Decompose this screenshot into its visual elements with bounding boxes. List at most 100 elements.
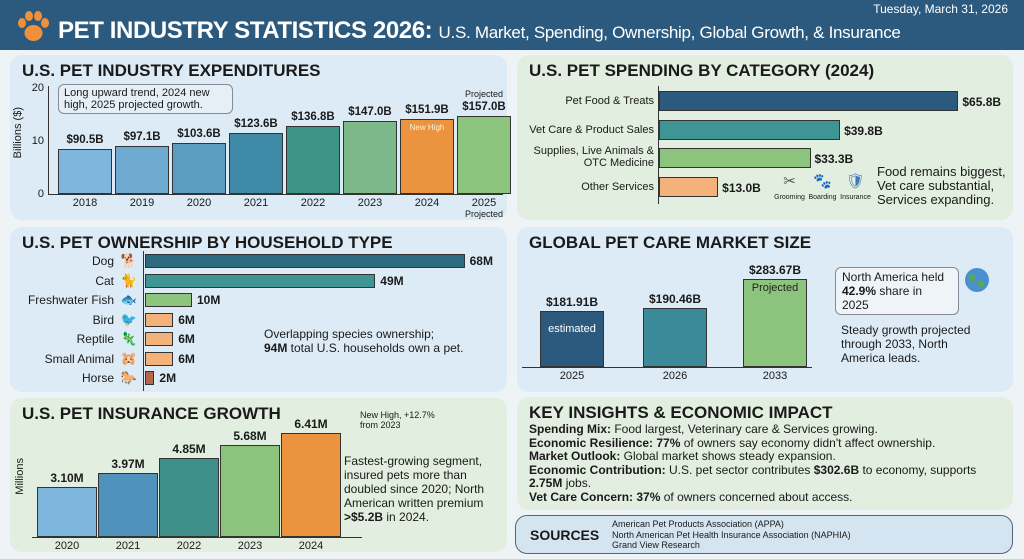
category-label: Small Animal	[44, 351, 114, 366]
insight-item: Economic Contribution: U.S. pet sector c…	[529, 462, 1009, 491]
data-label: $33.3B	[814, 152, 854, 166]
globe-icon	[965, 268, 989, 292]
insight-label: Economic Contribution:	[529, 462, 666, 477]
bar	[145, 254, 465, 268]
bar	[540, 310, 604, 367]
source-item: North American Pet Health Insurance Asso…	[612, 529, 851, 540]
data-label: $190.46B	[648, 291, 702, 306]
insight-text: 77%	[653, 435, 681, 450]
bar	[281, 433, 341, 537]
page-subtitle: U.S. Market, Spending, Ownership, Global…	[438, 23, 901, 42]
bird-icon: 🐦	[120, 311, 138, 327]
panel-title: U.S. PET INDUSTRY EXPENDITURES	[22, 61, 321, 80]
data-label: $65.8B	[962, 95, 1002, 109]
source-item: Grand View Research	[612, 540, 700, 550]
insight-text: 37%	[633, 489, 661, 504]
data-label: 6M	[178, 312, 195, 327]
category-label: Vet Care & Product Sales	[529, 124, 654, 136]
data-label: 2M	[159, 371, 177, 385]
x-tick: 2019	[129, 197, 155, 209]
x-tick: 2025	[559, 370, 585, 382]
dog-icon: 🐕	[120, 253, 138, 268]
bar	[145, 312, 174, 327]
category-label: Other Services	[581, 181, 654, 193]
data-label: $136.8B	[291, 111, 335, 124]
x-tick: 2020	[186, 197, 212, 209]
data-label: 68M	[469, 254, 493, 268]
data-label: 3.10M	[50, 470, 84, 485]
data-label: $157.0B	[462, 101, 506, 113]
expenditures-panel: U.S. PET INDUSTRY EXPENDITURES Billions …	[10, 55, 511, 220]
data-label: 4.85M	[172, 442, 206, 457]
annotation: Long upward trend, 2024 new high, 2025 p…	[58, 84, 233, 114]
category-label: Freshwater Fish	[27, 293, 114, 307]
x-tick: 2021	[115, 540, 141, 552]
y-tick: 0	[37, 188, 44, 200]
x-tick: 2024	[298, 540, 324, 552]
x-tick: 2022	[176, 540, 202, 552]
callout: North America held 42.9% share in 2025	[835, 267, 959, 315]
bar-note: estimated	[548, 322, 596, 335]
cat-icon: 🐈	[120, 272, 138, 288]
bar	[400, 118, 454, 194]
bar	[659, 148, 811, 168]
insight-text: U.S. pet sector contributes	[665, 462, 814, 477]
bar	[343, 120, 397, 194]
insurance-note: Fastest-growing segment, insured pets mo…	[344, 454, 485, 524]
spending-category-panel: U.S. PET SPENDING BY CATEGORY (2024) $65…	[517, 55, 1013, 220]
insights-panel: KEY INSIGHTS & ECONOMIC IMPACT Spending …	[517, 397, 1013, 510]
bar	[145, 293, 192, 307]
bar	[659, 120, 841, 140]
header: PET INDUSTRY STATISTICS 2026: U.S. Marke…	[0, 0, 1024, 50]
global-note: Steady growth projected through 2033, No…	[841, 323, 971, 365]
category-label: Dog	[91, 254, 114, 268]
service-label: Insurance	[840, 194, 871, 201]
source-item: American Pet Products Association (APPA)	[612, 519, 784, 529]
bar	[172, 142, 226, 194]
bar	[229, 132, 283, 194]
x-tick: 2022	[300, 197, 326, 209]
panel-title: U.S. PET OWNERSHIP BY HOUSEHOLD TYPE	[22, 233, 393, 252]
bar	[98, 472, 158, 537]
insight-label: Economic Resilience:	[529, 435, 654, 450]
data-label: $39.8B	[844, 124, 883, 138]
data-label: 6M	[178, 332, 195, 346]
x-tick: 2026	[662, 370, 688, 382]
category-label: Supplies, Live Animals & OTC Medicine	[533, 145, 654, 169]
service-label: Boarding	[808, 194, 837, 201]
data-label: 6M	[178, 351, 195, 366]
data-label: 3.97M	[111, 456, 145, 471]
insight-item: Vet Care Concern: 37% of owners concerne…	[529, 489, 1009, 505]
global-market-panel: GLOBAL PET CARE MARKET SIZE $181.91B 2025…	[517, 227, 1013, 392]
insight-item: Spending Mix: Food largest, Veterinary c…	[529, 422, 1009, 437]
freshwater-fish-icon: 🐟	[120, 292, 138, 307]
category-label: Horse	[81, 371, 114, 385]
data-label: $283.67B	[748, 263, 802, 277]
paw-icon: 🐾	[813, 173, 832, 190]
data-label: 6.41M	[294, 417, 328, 431]
insight-label: Market Outlook:	[529, 449, 621, 463]
insight-text: Global market shows steady expansion.	[620, 449, 836, 463]
insurance-annotation: New High, +12.7% from 2023	[360, 410, 435, 430]
sources-panel: SOURCES American Pet Products Associatio…	[515, 515, 1013, 554]
data-label: $147.0B	[348, 105, 392, 118]
spending-note: Food remains biggest, Vet care substanti…	[877, 164, 1006, 207]
panel-title: KEY INSIGHTS & ECONOMIC IMPACT	[529, 403, 833, 422]
x-tick: 2020	[54, 540, 80, 552]
bar	[145, 351, 174, 366]
insight-label: Vet Care Concern:	[529, 489, 634, 504]
insight-item: Economic Resilience: 77% of owners say e…	[529, 435, 1009, 451]
reptile-icon: 🦎	[120, 331, 138, 346]
insight-text: of owners say economy didn't affect owne…	[680, 435, 936, 450]
bar	[58, 149, 112, 194]
panel-title: U.S. PET INSURANCE GROWTH	[22, 404, 281, 423]
bar	[145, 273, 376, 288]
data-label: 10M	[197, 293, 221, 307]
insurance-panel: U.S. PET INSURANCE GROWTH Millions 3.10M…	[10, 398, 507, 552]
x-tick: 2021	[243, 197, 269, 209]
bar	[743, 279, 807, 367]
bar	[659, 177, 719, 197]
data-label: $13.0B	[722, 181, 761, 195]
category-label: Bird	[92, 312, 114, 327]
bar	[37, 486, 97, 537]
